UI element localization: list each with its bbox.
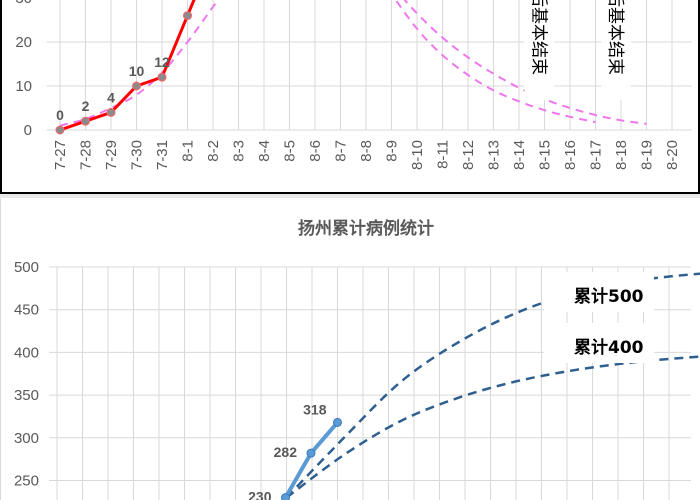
x-tick-label: 8-8 [358,140,375,162]
data-label: 0 [56,107,64,123]
data-point [306,448,316,458]
x-tick-label: 8-11 [435,140,452,169]
projection-500-line [285,272,700,499]
x-tick-label: 8-14 [511,140,528,170]
y-tick-label: 300 [14,430,39,447]
x-tick-label: 8-19 [639,140,656,170]
x-tick-label: 8-9 [384,140,401,162]
projection-decline-line [403,0,647,125]
x-tick-label: 7-31 [154,140,171,170]
data-label: 2 [82,98,90,114]
annotation-text: 累计400 [574,337,644,358]
data-label: 4 [107,89,115,105]
gridlines [47,0,692,131]
x-tick-label: 8-15 [537,140,554,170]
y-tick-label: 250 [14,473,39,490]
annotation-text: 累计500 [574,286,644,307]
x-tick-label: 8-18 [613,140,630,170]
data-label: 230 [248,489,272,500]
annotation-box: 累计400 [544,323,654,363]
top-line-chart: 01020307-277-287-297-307-318-18-28-38-48… [15,0,692,170]
x-tick-label: 8-7 [333,140,350,162]
x-tick-label: 8-12 [460,140,477,170]
x-tick-label: 8-10 [409,140,426,170]
chart-title: 扬州累计病例统计 [298,218,434,239]
y-tick-label: 20 [15,34,32,51]
data-point [281,493,290,500]
annotation-background [601,0,631,100]
y-tick-label: 400 [14,344,39,361]
top-chart-panel: 01020307-277-287-297-307-318-18-28-38-48… [0,0,700,194]
annotation-background [544,323,654,363]
x-tick-label: 8-1 [180,140,197,162]
annotation-box: 后基本结束 [524,0,555,100]
data-label: 12 [154,54,170,70]
annotation-text: 后基本结束 [529,0,549,75]
x-tick-label: 8-13 [486,140,503,170]
y-tick-label: 500 [14,259,39,276]
data-point [132,81,141,91]
data-point [333,417,342,427]
x-tick-label: 8-4 [256,140,273,162]
x-tick-label: 8-5 [282,140,299,162]
y-tick-label: 10 [15,78,32,95]
y-tick-label: 350 [14,387,39,404]
data-point [55,125,65,135]
x-tick-label: 7-27 [52,140,69,170]
x-tick-label: 7-30 [129,140,146,170]
y-tick-label: 30 [15,0,32,7]
x-tick-label: 7-29 [103,140,120,170]
data-label: 318 [303,401,327,417]
data-point [106,107,116,117]
x-tick-label: 8-16 [562,140,579,170]
annotation-text: 后基本结束 [605,0,625,75]
x-tick-label: 8-3 [231,140,248,162]
data-label: 10 [129,63,145,79]
data-point [183,11,192,21]
annotation-box: 累计500 [544,272,654,312]
gridlines [49,266,691,500]
projection-400-line [285,355,700,499]
annotation-background [544,272,654,312]
data-point [157,72,167,82]
panel-divider [0,194,700,198]
x-tick-label: 8-2 [205,140,222,162]
data-point [81,116,90,126]
y-tick-label: 0 [24,122,32,139]
annotation-background [524,0,555,100]
x-tick-label: 8-20 [664,140,681,170]
y-tick-label: 450 [14,302,39,319]
x-tick-label: 7-28 [78,140,95,170]
projection-decline-line [394,0,596,124]
data-label: 282 [274,444,298,460]
x-tick-label: 8-17 [588,140,605,170]
x-tick-label: 8-6 [307,140,324,162]
annotation-box: 后基本结束 [601,0,631,100]
bottom-chart-panel: 扬州累计病例统计 250 300 350 400 450 500 累计500 累计400 230 2… [0,198,700,500]
bottom-line-chart: 扬州累计病例统计 250 300 350 400 450 500 累计500 累计400 230 2… [14,218,700,500]
